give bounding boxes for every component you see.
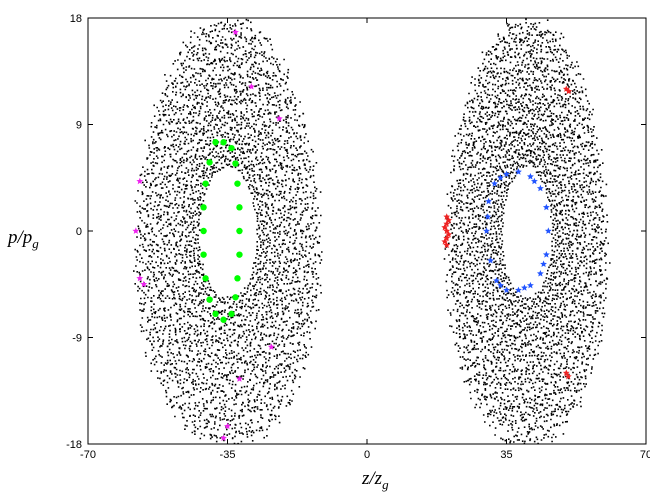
highlight-star xyxy=(497,281,504,289)
highlight-point xyxy=(220,316,227,323)
highlight-star xyxy=(493,277,500,284)
highlight-point xyxy=(236,227,243,235)
highlight-point xyxy=(206,159,213,166)
highlight-star xyxy=(487,256,494,264)
highlight-star xyxy=(503,286,510,294)
x-tick-label: 35 xyxy=(500,449,512,461)
highlight-point xyxy=(202,180,209,187)
highlight-star xyxy=(544,227,552,234)
highlight-star xyxy=(275,114,283,122)
highlight-point xyxy=(220,139,227,146)
highlight-point xyxy=(234,180,241,187)
highlight-star xyxy=(542,251,550,258)
highlight-star xyxy=(540,260,547,268)
highlight-star xyxy=(542,203,550,211)
highlight-star xyxy=(497,174,504,181)
highlight-star xyxy=(485,197,492,205)
highlight-star xyxy=(224,422,231,430)
highlight-point xyxy=(232,160,239,167)
highlight-star xyxy=(236,375,243,382)
y-axis-label: p/pg xyxy=(6,227,39,251)
highlight-point xyxy=(232,294,239,301)
highlight-star xyxy=(503,170,510,178)
highlight-star xyxy=(515,168,522,175)
highlight-point xyxy=(206,296,213,303)
x-tick-label: 0 xyxy=(364,449,370,461)
highlight-star xyxy=(521,284,528,291)
highlight-star xyxy=(530,177,538,185)
highlight-star xyxy=(515,286,522,294)
highlight-star xyxy=(565,87,573,95)
highlight-point xyxy=(200,204,207,211)
highlight-point xyxy=(202,275,209,282)
highlight-star xyxy=(267,343,275,350)
highlight-point xyxy=(212,139,219,146)
x-tick-label: -70 xyxy=(80,449,96,461)
y-tick-label: 9 xyxy=(76,120,82,132)
highlight-star xyxy=(445,230,453,238)
highlight-point xyxy=(200,251,207,258)
y-tick-label: 0 xyxy=(76,226,82,238)
highlight-star xyxy=(443,241,451,249)
highlight-star xyxy=(441,223,449,231)
y-tick-label: -18 xyxy=(66,439,82,451)
highlight-star xyxy=(526,281,534,289)
highlight-point xyxy=(236,251,243,258)
y-ticks xyxy=(88,17,646,445)
special-points-layer xyxy=(132,28,573,441)
highlight-star xyxy=(220,434,227,441)
highlight-star xyxy=(484,213,492,220)
orbit-points xyxy=(133,18,611,445)
highlight-point xyxy=(200,227,207,235)
highlight-star xyxy=(247,83,255,90)
x-ticks xyxy=(87,18,647,444)
x-tick-label: -35 xyxy=(220,449,236,461)
highlight-star xyxy=(483,227,490,234)
highlight-star xyxy=(445,216,453,224)
points-layer xyxy=(133,18,611,445)
highlight-star xyxy=(136,177,144,185)
x-tick-label: 70 xyxy=(640,449,650,461)
highlight-point xyxy=(228,310,235,318)
x-tick-labels: -70 -35 0 35 70 xyxy=(80,449,650,461)
highlight-star xyxy=(536,270,544,277)
highlight-star xyxy=(136,274,144,282)
highlight-star xyxy=(564,372,572,380)
x-axis-label: z/zg xyxy=(361,468,389,492)
y-tick-label: -9 xyxy=(72,333,82,345)
highlight-point xyxy=(212,310,219,318)
highlight-point xyxy=(236,204,243,211)
plot-frame xyxy=(87,17,647,445)
highlight-point xyxy=(234,275,241,282)
highlight-star xyxy=(232,28,239,36)
highlight-star xyxy=(526,172,534,180)
highlight-star xyxy=(536,184,544,192)
highlight-point xyxy=(228,144,235,152)
highlight-star xyxy=(441,238,449,245)
highlight-star xyxy=(491,180,498,187)
y-tick-labels: 18 9 0 -9 -18 xyxy=(66,13,82,451)
y-tick-label: 18 xyxy=(70,13,82,25)
highlight-star xyxy=(132,227,140,234)
highlight-star xyxy=(140,280,148,288)
